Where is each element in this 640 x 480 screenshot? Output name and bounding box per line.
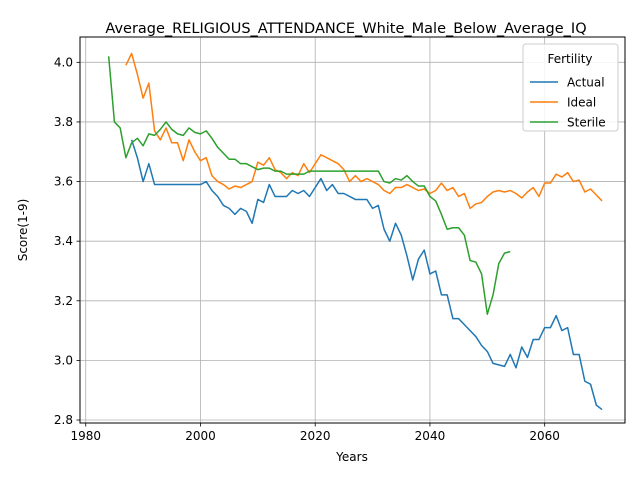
legend-label-actual: Actual [567,76,605,90]
x-tick-label: 2040 [415,429,446,443]
y-axis-ticks: 2.8 3.0 3.2 3.4 3.6 3.8 4.0 [54,55,80,427]
y-tick-label: 3.8 [54,115,73,129]
legend: Fertility Actual Ideal Sterile [522,43,619,132]
legend-items: Actual Ideal Sterile [530,76,606,130]
y-tick-label: 3.2 [54,294,73,308]
x-tick-label: 1980 [70,429,101,443]
legend-label-ideal: Ideal [567,96,596,110]
legend-title: Fertility [547,52,592,66]
series-line-sterile [107,56,511,315]
y-tick-label: 3.6 [54,175,73,189]
grid-lines [80,37,625,423]
y-tick-label: 3.4 [54,234,73,248]
y-tick-label: 2.8 [54,413,73,427]
x-tick-label: 2000 [185,429,216,443]
y-tick-label: 3.0 [54,353,73,367]
legend-box [522,43,619,132]
x-axis-label: Years [335,450,368,464]
x-tick-label: 2020 [300,429,331,443]
x-axis-ticks: 1980 2000 2020 2040 2060 [70,423,560,443]
y-axis-label: Score(1-9) [16,199,30,262]
series-line-ideal [125,52,603,210]
x-tick-label: 2060 [529,429,560,443]
series-line-actual [130,139,603,411]
series-lines [107,52,603,411]
y-tick-label: 4.0 [54,55,73,69]
plot-area-frame [79,36,626,424]
chart-title: Average_RELIGIOUS_ATTENDANCE_White_Male_… [105,21,586,37]
legend-label-sterile: Sterile [567,116,606,130]
